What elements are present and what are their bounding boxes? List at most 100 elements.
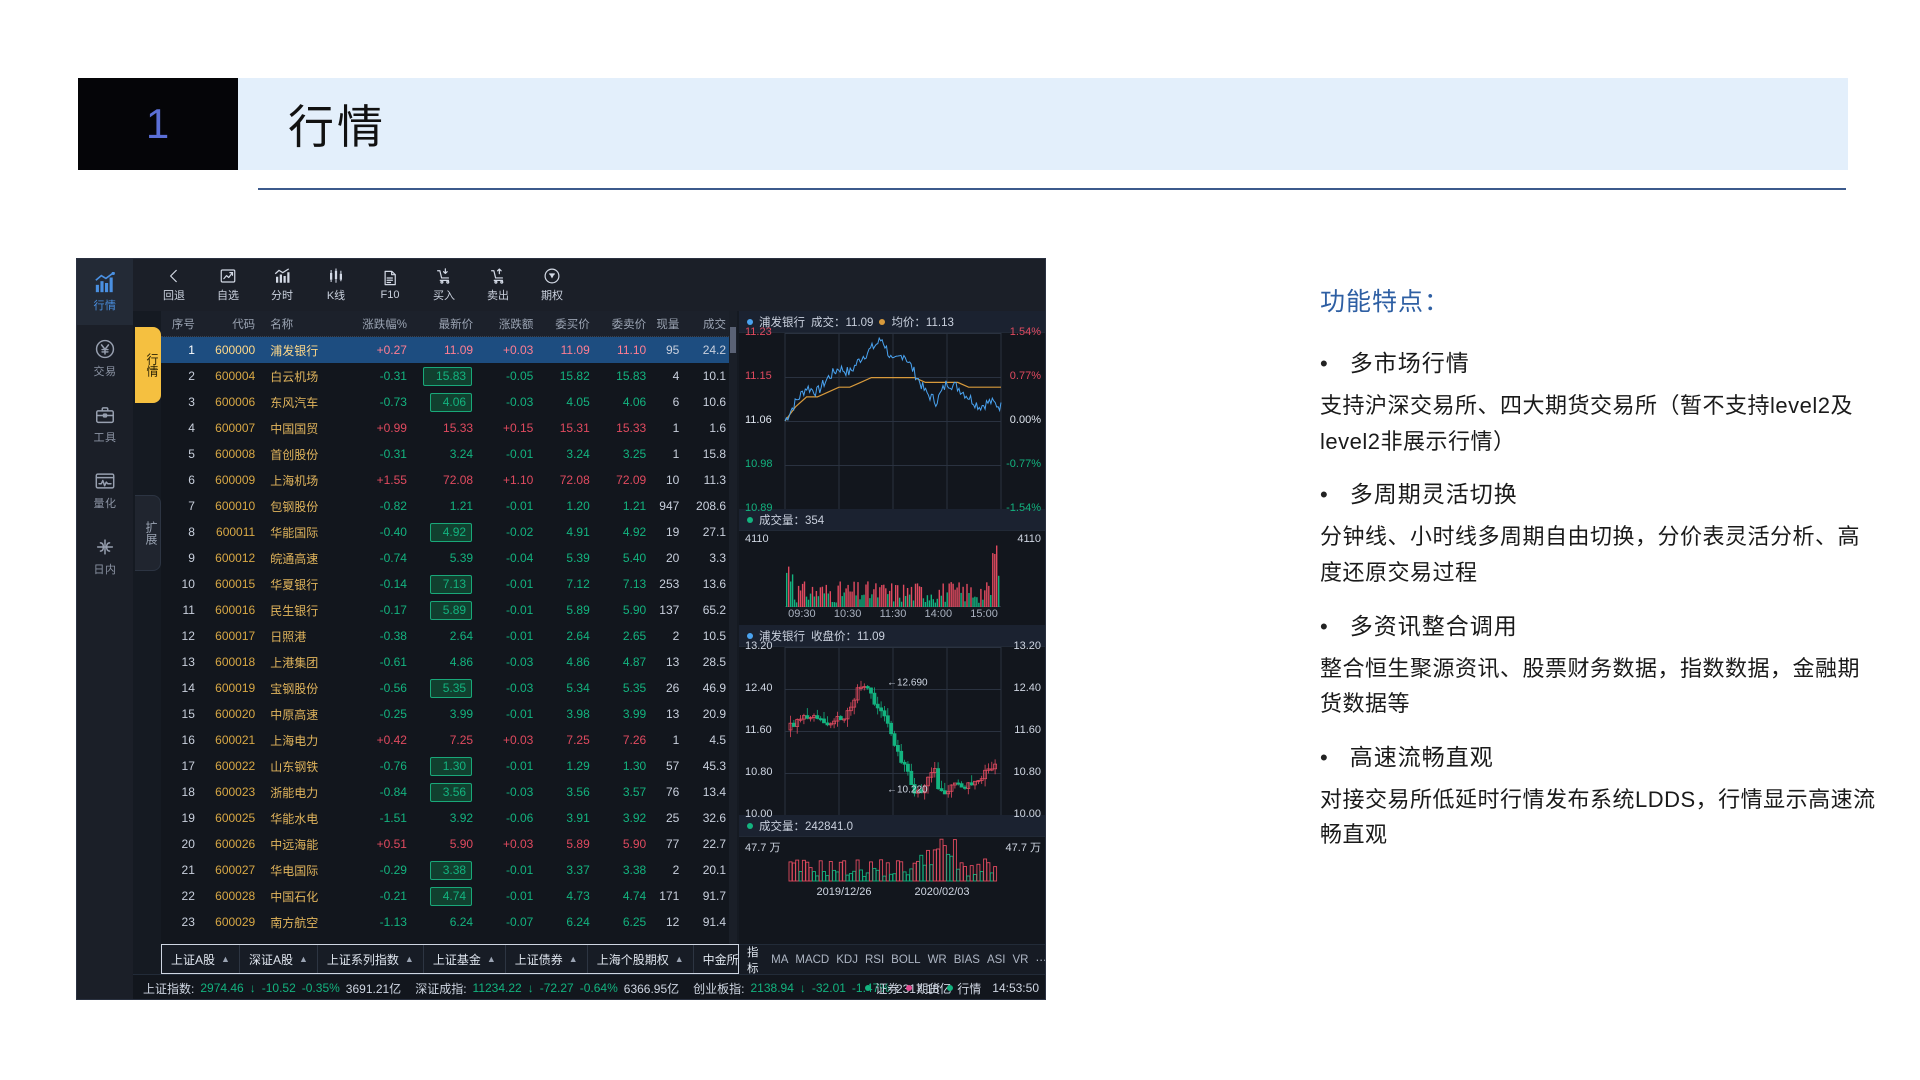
cell-index: 17 [181, 759, 195, 773]
trading-app-window: 行情 交易 工具 量化 日内 行情 扩展 回退 自选 分时 K线 F10 买入 卖出 期权 序号 代码名… [76, 258, 1046, 1000]
toolbar-button-4[interactable]: K线 [309, 259, 363, 311]
column-header-7[interactable]: 委买价 [555, 318, 590, 331]
chevron-up-icon[interactable]: ▲ [568, 954, 578, 964]
column-header-8[interactable]: 委卖价 [611, 318, 647, 331]
table-row[interactable]: 11 600016 民生银行 -0.17 5.89 -0.01 5.89 5.90 137 65.… [161, 597, 733, 623]
column-header-9[interactable]: 现量 [656, 318, 680, 331]
toolbar-button-1[interactable]: 回退 [147, 259, 201, 311]
cell-bid-price: 5.89 [566, 837, 590, 851]
table-row[interactable]: 16 600021 上海电力 +0.42 7.25 +0.03 7.25 7.26 1 4.5 [161, 727, 733, 753]
cell-ask-price: 3.57 [622, 785, 647, 799]
toolbar-button-6[interactable]: 买入 [417, 259, 471, 311]
column-header-5[interactable]: 最新价 [438, 318, 474, 331]
indicator-button-8[interactable]: ASI [986, 953, 1006, 966]
cell-code: 600016 [215, 603, 256, 617]
cell-index: 11 [182, 603, 195, 617]
table-row[interactable]: 4 600007 中国国贸 +0.99 15.33 +0.15 15.31 15.33 1 1.6 [161, 415, 733, 441]
market-tab-6[interactable]: 上海个股期权 ▲ [588, 945, 694, 973]
table-row[interactable]: 20 600026 中远海能 +0.51 5.90 +0.03 5.89 5.90 77 22.7 [161, 831, 733, 857]
indicator-button-3[interactable]: KDJ [836, 953, 858, 966]
cell-change-amt: +0.03 [502, 837, 534, 851]
table-row[interactable]: 7 600010 包钢股份 -0.82 1.21 -0.01 1.20 1.21 947 208.… [161, 493, 733, 519]
sidebar-item-2[interactable]: 交易 [77, 325, 133, 391]
table-row[interactable]: 15 600020 中原高速 -0.25 3.99 -0.01 3.98 3.99 13 20.9 [161, 701, 733, 727]
table-row[interactable]: 1 600000 浦发银行 +0.27 11.09 +0.03 11.09 11.10 95 24… [161, 337, 733, 363]
indicator-button-1[interactable]: MA [771, 953, 789, 966]
market-tab-5[interactable]: 上证债券 ▲ [506, 945, 588, 973]
column-header-1[interactable]: 序号 [171, 318, 195, 331]
table-row[interactable]: 10 600015 华夏银行 -0.14 7.13 -0.01 7.12 7.13 253 13.… [161, 571, 733, 597]
feature-body: 对接交易所低延时行情发布系统LDDS，行情显示高速流畅直观 [1320, 786, 1876, 848]
market-tab-label: 上证A股 [171, 952, 216, 967]
vtab-extend[interactable]: 扩展 [135, 495, 161, 571]
toolbar-button-3[interactable]: 分时 [255, 259, 309, 311]
market-tab-1[interactable]: 上证A股 ▲ [162, 945, 240, 973]
status-chip-1[interactable]: 证券 [865, 980, 899, 997]
toolbar-button-5[interactable]: F10 [363, 259, 417, 311]
cell-name: 浙能电力 [270, 785, 319, 800]
table-row[interactable]: 18 600023 浙能电力 -0.84 3.56 -0.03 3.56 3.57 76 13.4 [161, 779, 733, 805]
toolbar-button-8[interactable]: 期权 [525, 259, 579, 311]
vtab-quotes[interactable]: 行情 [135, 327, 161, 403]
indicator-more-button[interactable]: ⋯ [1035, 954, 1046, 967]
quote-table-scrollbar[interactable] [729, 311, 737, 944]
column-header-10[interactable]: 成交 [703, 318, 727, 331]
cell-turnover: 10.5 [702, 629, 727, 643]
sidebar-item-1[interactable]: 行情 [77, 259, 133, 325]
cell-last-wrap: 3.38 [414, 860, 480, 880]
cell-index: 15 [181, 707, 195, 721]
status-chip-2[interactable]: 期货 [906, 980, 940, 997]
status-chip-3[interactable]: 行情 [947, 980, 981, 997]
table-row[interactable]: 23 600029 南方航空 -1.13 6.24 -0.07 6.24 6.25 12 91.4 [161, 909, 733, 935]
table-row[interactable]: 3 600006 东风汽车 -0.73 4.06 -0.03 4.05 4.06 6 10.6 [161, 389, 733, 415]
kline-y-left-3: 11.60 [745, 724, 772, 736]
market-tab-4[interactable]: 上证基金 ▲ [424, 945, 506, 973]
cell-change-pct: -0.61 [379, 655, 407, 669]
table-row[interactable]: 8 600011 华能国际 -0.40 4.92 -0.02 4.91 4.92 19 27.1 [161, 519, 733, 545]
indicator-button-7[interactable]: BIAS [953, 953, 980, 966]
indicator-button-2[interactable]: MACD [795, 953, 830, 966]
table-row[interactable]: 2 600004 白云机场 -0.31 15.83 -0.05 15.82 15.83 4 10.… [161, 363, 733, 389]
toolbar-button-2[interactable]: 自选 [201, 259, 255, 311]
sidebar-item-4[interactable]: 量化 [77, 457, 133, 523]
cell-index: 19 [181, 811, 195, 825]
chevron-up-icon[interactable]: ▲ [486, 954, 496, 964]
chevron-up-icon[interactable]: ▲ [221, 954, 230, 964]
indicator-button-5[interactable]: BOLL [891, 953, 921, 966]
indicator-button-6[interactable]: WR [927, 953, 947, 966]
cell-change-amt: -0.01 [506, 629, 534, 643]
toolbar-button-label: 回退 [163, 290, 185, 302]
scrollbar-thumb[interactable] [730, 327, 736, 353]
column-header-3[interactable]: 名称 [270, 318, 294, 331]
toolbar-button-label: F10 [380, 289, 400, 301]
chevron-up-icon[interactable]: ▲ [298, 954, 308, 964]
trend-deal-label: 成交：11.09 [811, 316, 874, 329]
column-header-4[interactable]: 涨跌幅% [362, 318, 407, 331]
cell-code: 600015 [215, 577, 256, 591]
market-tab-2[interactable]: 深证A股 ▲ [240, 945, 318, 973]
chevron-up-icon[interactable]: ▲ [674, 954, 684, 964]
chevron-up-icon[interactable]: ▲ [404, 954, 414, 964]
indicator-button-4[interactable]: RSI [864, 953, 885, 966]
cell-ask-price: 3.92 [622, 811, 647, 825]
table-row[interactable]: 13 600018 上港集团 -0.61 4.86 -0.03 4.86 4.87 13 28.5 [161, 649, 733, 675]
table-row[interactable]: 5 600008 首创股份 -0.31 3.24 -0.01 3.24 3.25 1 15.8 [161, 441, 733, 467]
table-row[interactable]: 9 600012 皖通高速 -0.74 5.39 -0.04 5.39 5.40 20 3.3 [161, 545, 733, 571]
table-row[interactable]: 14 600019 宝钢股份 -0.56 5.35 -0.03 5.34 5.35 26 46.9 [161, 675, 733, 701]
table-row[interactable]: 22 600028 中国石化 -0.21 4.74 -0.01 4.73 4.74 171 91.… [161, 883, 733, 909]
table-row[interactable]: 17 600022 山东钢铁 -0.76 1.30 -0.01 1.29 1.30 57 45.3 [161, 753, 733, 779]
indicator-button-9[interactable]: VR [1012, 953, 1029, 966]
table-row[interactable]: 19 600025 华能水电 -1.51 3.92 -0.06 3.91 3.92 25 32.6 [161, 805, 733, 831]
sidebar-item-3[interactable]: 工具 [77, 391, 133, 457]
cell-index: 23 [181, 915, 195, 929]
column-header-6[interactable]: 涨跌额 [498, 318, 534, 331]
cell-name: 中国石化 [270, 889, 319, 904]
table-row[interactable]: 6 600009 上海机场 +1.55 72.08 +1.10 72.08 72.09 10 11… [161, 467, 733, 493]
column-header-2[interactable]: 代码 [232, 318, 256, 331]
table-row[interactable]: 12 600017 日照港 -0.38 2.64 -0.01 2.64 2.65 2 10.5 [161, 623, 733, 649]
toolbar-button-7[interactable]: 卖出 [471, 259, 525, 311]
sidebar-item-5[interactable]: 日内 [77, 523, 133, 589]
market-tab-3[interactable]: 上证系列指数 ▲ [318, 945, 424, 973]
table-row[interactable]: 21 600027 华电国际 -0.29 3.38 -0.01 3.37 3.38 2 20.1 [161, 857, 733, 883]
cell-index: 13 [181, 655, 195, 669]
